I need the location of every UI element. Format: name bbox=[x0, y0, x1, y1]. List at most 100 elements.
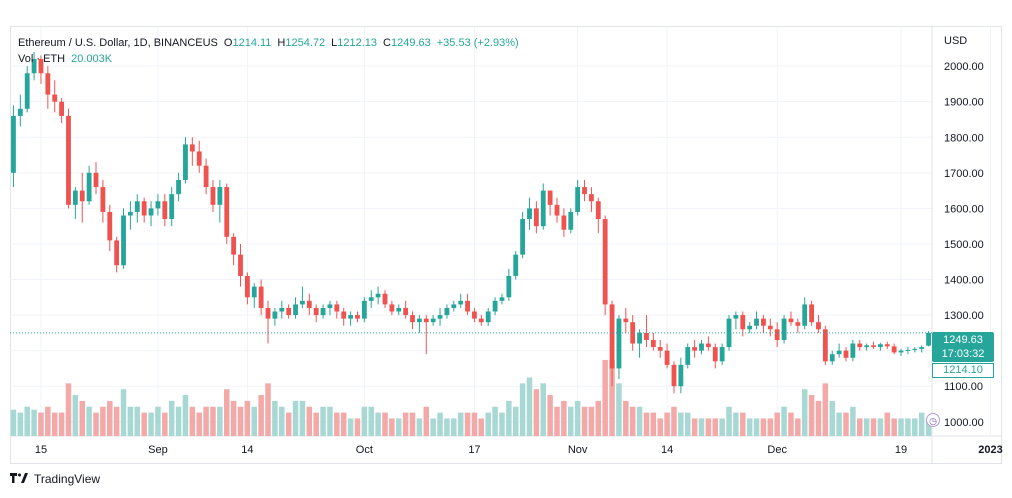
candle-body bbox=[45, 73, 51, 95]
candle-body bbox=[816, 322, 821, 330]
volume-bar bbox=[650, 412, 657, 436]
candle-body bbox=[864, 345, 870, 348]
candle-body bbox=[822, 329, 828, 362]
candle-body bbox=[327, 304, 333, 308]
volume-bar bbox=[636, 406, 643, 436]
volume-bar bbox=[368, 406, 374, 436]
candle-body bbox=[478, 318, 484, 323]
candle-body bbox=[444, 307, 450, 316]
candle-body bbox=[128, 211, 133, 216]
volume-bar bbox=[857, 418, 863, 436]
candle-body bbox=[527, 208, 532, 220]
candle-body bbox=[465, 300, 470, 312]
currency-label[interactable]: USD bbox=[944, 35, 968, 47]
volume-bar bbox=[168, 400, 175, 436]
candle-body bbox=[348, 315, 353, 319]
candle-body bbox=[189, 144, 195, 152]
candle-body bbox=[705, 343, 711, 348]
volume-bar bbox=[884, 412, 891, 436]
volume-bar bbox=[292, 400, 299, 436]
candle-body bbox=[733, 315, 739, 319]
candle-body bbox=[472, 311, 477, 319]
volume-bar bbox=[251, 406, 258, 436]
timezone-icon[interactable]: ◷ bbox=[926, 413, 940, 427]
legend-volume-row: Vol · ETH 20.003K bbox=[18, 51, 519, 67]
y-tick-label: 1000.00 bbox=[944, 417, 984, 429]
brand[interactable]: TradingView bbox=[10, 472, 100, 486]
volume-bar bbox=[285, 412, 292, 436]
candle-body bbox=[11, 115, 16, 173]
candle-body bbox=[513, 254, 519, 276]
x-tick-label: 19 bbox=[895, 444, 907, 456]
candle-body bbox=[176, 179, 181, 195]
open-label: O bbox=[223, 37, 233, 49]
candle-body bbox=[306, 300, 312, 308]
candle-body bbox=[520, 219, 526, 255]
candle-body bbox=[196, 151, 202, 166]
candle-body bbox=[554, 204, 560, 216]
candle-body bbox=[141, 201, 147, 216]
candle-body bbox=[258, 286, 264, 308]
volume-bar bbox=[437, 412, 443, 436]
volume-bar bbox=[24, 406, 30, 436]
candle-body bbox=[272, 311, 278, 319]
candle-body bbox=[761, 318, 766, 326]
low-value: 1212.13 bbox=[337, 37, 378, 49]
candle-body bbox=[341, 311, 347, 319]
candle-body bbox=[602, 219, 608, 305]
volume-bar bbox=[664, 412, 670, 436]
volume-bar bbox=[107, 400, 113, 436]
candle-body bbox=[630, 322, 636, 344]
volume-bar bbox=[265, 383, 271, 436]
x-tick-label: Sep bbox=[148, 444, 168, 456]
x-tick-label: 15 bbox=[35, 444, 47, 456]
volume-bar bbox=[877, 418, 884, 436]
volume-bar bbox=[561, 400, 567, 436]
volume-bar bbox=[100, 406, 106, 436]
candle-body bbox=[389, 304, 395, 312]
volume-bar bbox=[86, 406, 92, 436]
volume-bar bbox=[850, 406, 856, 436]
volume-bar bbox=[93, 412, 99, 436]
legend-ohlc-row: Ethereum / U.S. Dollar, 1D, BINANCEUS O1… bbox=[18, 35, 519, 51]
last-price-tag: 1249.63 17:03:32 bbox=[932, 332, 994, 362]
candle-body bbox=[650, 339, 656, 348]
volume-bar bbox=[120, 389, 127, 436]
open-value: 1214.11 bbox=[232, 37, 272, 49]
candle-body bbox=[884, 344, 890, 347]
y-tick-label: 1400.00 bbox=[944, 275, 984, 287]
volume-bar bbox=[616, 383, 622, 436]
volume-label[interactable]: Vol · ETH bbox=[18, 53, 66, 65]
x-tick-label: Dec bbox=[767, 444, 787, 456]
volume-bar bbox=[478, 418, 485, 436]
volume-bar bbox=[774, 412, 780, 436]
volume-bar bbox=[568, 406, 574, 436]
volume-bar bbox=[485, 412, 491, 436]
candle-body bbox=[100, 187, 106, 212]
volume-bar bbox=[65, 383, 72, 436]
volume-bar bbox=[327, 406, 333, 436]
volume-bar bbox=[905, 418, 911, 436]
y-tick-label: 2000.00 bbox=[944, 61, 984, 73]
volume-bar bbox=[781, 406, 787, 436]
volume-bar bbox=[746, 418, 753, 436]
x-tick-label: 2023 bbox=[978, 444, 1002, 456]
y-tick-label: 1800.00 bbox=[944, 132, 984, 144]
volume-bar bbox=[375, 412, 381, 436]
volume-bar bbox=[554, 406, 560, 436]
candle-body bbox=[857, 343, 863, 348]
volume-bar bbox=[540, 383, 546, 436]
candle-body bbox=[754, 318, 759, 326]
volume-bar bbox=[155, 406, 161, 436]
volume-bar bbox=[843, 412, 849, 436]
candle-body bbox=[134, 201, 140, 212]
symbol-title[interactable]: Ethereum / U.S. Dollar, 1D, BINANCEUS bbox=[18, 37, 218, 49]
high-label: H bbox=[277, 37, 286, 49]
candle-body bbox=[59, 101, 65, 116]
candle-body bbox=[582, 187, 587, 195]
volume-bar bbox=[340, 412, 347, 436]
candle-body bbox=[485, 311, 491, 323]
volume-bar bbox=[361, 406, 368, 436]
candle-body bbox=[217, 187, 223, 205]
